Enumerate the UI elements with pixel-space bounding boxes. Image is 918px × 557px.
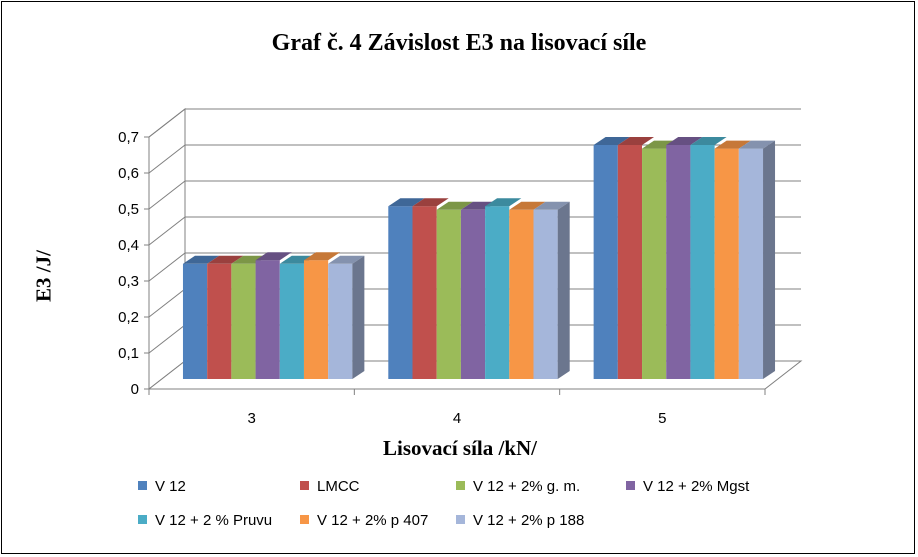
bar-top — [509, 201, 546, 210]
bar — [231, 263, 256, 379]
bar — [485, 206, 510, 379]
legend-item: V 12 + 2% p 407 — [300, 512, 428, 529]
bar-top — [714, 140, 751, 149]
bar — [255, 260, 280, 379]
bar-top — [617, 137, 655, 145]
bar-top — [436, 201, 473, 210]
bar-top — [533, 201, 570, 210]
legend-item: V 12 + 2% p 188 — [456, 512, 584, 529]
y-tick-label: 0,1 — [118, 345, 139, 362]
y-tick-label: 0 — [131, 381, 139, 398]
x-axis-label: Lisovací síla /kN/ — [382, 436, 538, 460]
bar-top — [412, 198, 449, 207]
legend-label: V 12 + 2% p 407 — [317, 512, 429, 529]
bar-side — [557, 201, 570, 379]
bar-side — [763, 140, 776, 379]
legend-swatch — [138, 481, 147, 490]
bar — [460, 209, 486, 379]
bar-top — [485, 198, 522, 207]
legend-item: V 12 + 2% g. m. — [456, 478, 580, 495]
bar — [328, 263, 353, 379]
legend-label: V 12 + 2% p 188 — [473, 512, 585, 529]
legend-label: LMCC — [317, 478, 360, 495]
bar — [690, 145, 715, 379]
x-tick-label: 5 — [658, 410, 666, 427]
legend-swatch — [300, 481, 309, 490]
y-tick-label: 0,7 — [118, 129, 139, 146]
bar-top — [388, 198, 425, 207]
chart-title: Graf č. 4 Závislost E3 na lisovací síle — [271, 30, 647, 56]
gridline — [148, 108, 801, 138]
legend-item: LMCC — [300, 478, 360, 495]
bar — [182, 263, 208, 379]
bar-top — [255, 252, 292, 261]
legend-swatch — [300, 515, 309, 524]
bar — [279, 263, 304, 379]
bar — [533, 209, 558, 379]
bar — [388, 206, 413, 379]
y-tick-label: 0,2 — [118, 309, 139, 326]
bar-top — [303, 252, 341, 261]
bar — [642, 148, 667, 379]
legend-swatch — [626, 481, 635, 490]
bar-top — [690, 137, 727, 145]
bar-top — [207, 255, 244, 264]
legend-label: V 12 + 2 % Pruvu — [155, 512, 273, 529]
side-wall — [148, 107, 186, 391]
legend-item: V 12 + 2 % Pruvu — [138, 512, 272, 529]
y-tick-label: 0,6 — [118, 165, 139, 182]
legend-swatch — [138, 515, 147, 524]
legend-label: V 12 + 2% g. m. — [473, 478, 581, 495]
y-tick-label: 0,3 — [118, 273, 139, 290]
legend-item: V 12 — [138, 478, 186, 495]
bar — [666, 145, 691, 379]
bar-top — [328, 255, 365, 264]
bar-top — [738, 140, 776, 149]
bar-top — [182, 255, 220, 264]
legend-label: V 12 + 2% Mgst — [643, 478, 750, 495]
legend-swatch — [456, 481, 465, 490]
bar — [509, 209, 534, 379]
x-tick-label: 3 — [247, 410, 255, 427]
legend-swatch — [456, 515, 465, 524]
bar — [412, 206, 437, 379]
bar-side — [352, 255, 365, 379]
bar — [714, 148, 739, 379]
bar — [593, 145, 618, 379]
bar-top — [593, 137, 630, 145]
bar — [303, 260, 329, 379]
legend-label: V 12 — [155, 478, 186, 495]
y-tick-label: 0,4 — [118, 237, 139, 254]
x-tick-label: 4 — [453, 410, 461, 427]
legend-item: V 12 + 2% Mgst — [626, 478, 749, 495]
bar — [436, 209, 461, 379]
bar — [207, 263, 232, 379]
bar — [617, 145, 643, 379]
y-axis-label: E3 /J/ — [31, 250, 56, 302]
y-tick-label: 0,5 — [118, 201, 139, 218]
bar — [738, 148, 764, 379]
bar-top — [666, 137, 703, 145]
